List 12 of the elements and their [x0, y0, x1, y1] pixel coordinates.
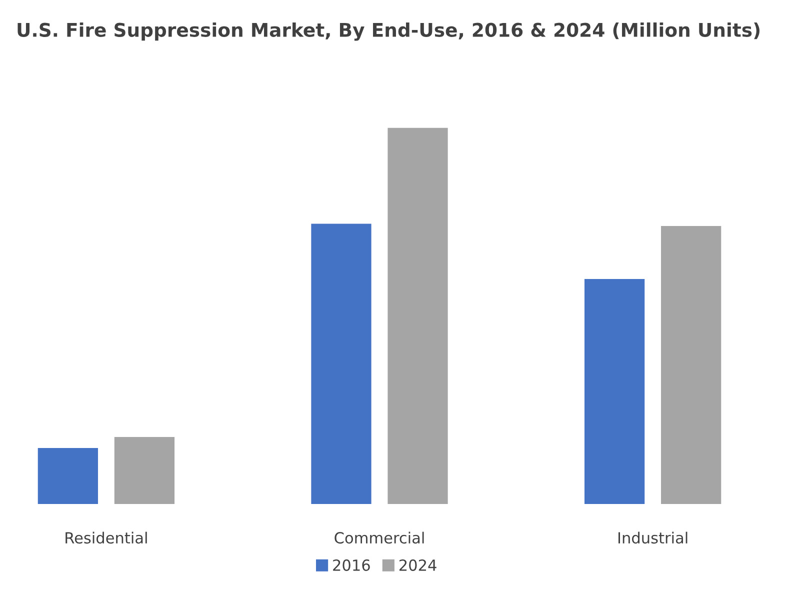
chart-title: U.S. Fire Suppression Market, By End-Use, 2016 & 2024 (Million Units): [18, 22, 760, 41]
bar: [114, 437, 175, 504]
bar: [388, 128, 448, 504]
x-tick-label: Commercial: [334, 532, 424, 544]
bar: [311, 224, 372, 504]
x-tick-label: Industrial: [618, 532, 688, 544]
x-tick-label: Residential: [66, 532, 147, 544]
bar: [584, 279, 645, 504]
legend-label: 2024: [399, 559, 436, 571]
bar: [661, 226, 722, 504]
legend-label: 2016: [333, 559, 370, 571]
bar: [38, 448, 98, 504]
